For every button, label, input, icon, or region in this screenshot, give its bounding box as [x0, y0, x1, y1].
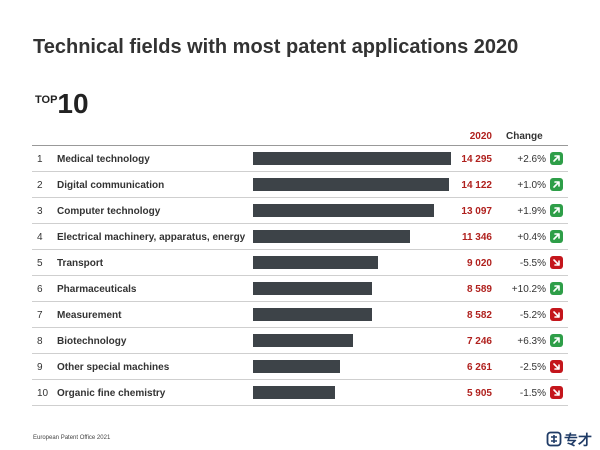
arrow-down-right-icon — [550, 360, 563, 373]
table-row: 9 Other special machines 6 261 -2.5% — [32, 354, 568, 380]
change-label: +1.0% — [517, 180, 546, 191]
top10-label: TOP10 — [35, 88, 89, 120]
row-rank: 3 — [37, 206, 43, 217]
bar-chart: 1 Medical technology 14 295 +2.6% 2 Digital c… — [32, 146, 568, 406]
value-label: 13 097 — [461, 206, 492, 217]
column-header-change: Change — [506, 131, 543, 142]
top-label-large: 10 — [57, 88, 89, 119]
row-rank: 4 — [37, 232, 43, 243]
category-label: Biotechnology — [57, 336, 127, 347]
bar — [253, 152, 451, 165]
arrow-up-right-icon — [550, 334, 563, 347]
row-rank: 10 — [37, 388, 49, 399]
row-rank: 7 — [37, 310, 43, 321]
table-row: 6 Pharmaceuticals 8 589 +10.2% — [32, 276, 568, 302]
table-row: 5 Transport 9 020 -5.5% — [32, 250, 568, 276]
bar — [253, 386, 335, 399]
arrow-up-right-icon — [550, 152, 563, 165]
value-label: 14 122 — [461, 180, 492, 191]
change-label: -5.2% — [519, 310, 546, 321]
row-rank: 2 — [37, 180, 43, 191]
table-row: 1 Medical technology 14 295 +2.6% — [32, 146, 568, 172]
row-rank: 1 — [37, 154, 43, 165]
value-label: 7 246 — [466, 336, 492, 347]
footer-source: European Patent Office 2021 — [33, 435, 111, 441]
category-label: Measurement — [57, 310, 122, 321]
header-divider — [32, 145, 568, 146]
category-label: Computer technology — [57, 206, 161, 217]
value-label: 8 582 — [466, 310, 492, 321]
logo-icon — [546, 431, 562, 447]
chart-title: Technical fields with most patent applic… — [33, 36, 519, 58]
arrow-up-right-icon — [550, 230, 563, 243]
bar — [253, 360, 340, 373]
column-header-year: 2020 — [469, 131, 492, 142]
change-label: -5.5% — [519, 258, 546, 269]
category-label: Transport — [57, 258, 104, 269]
category-label: Pharmaceuticals — [57, 284, 137, 295]
watermark-logo: 专才 — [546, 430, 592, 450]
value-label: 14 295 — [461, 154, 492, 165]
arrow-up-right-icon — [550, 204, 563, 217]
change-label: -1.5% — [519, 388, 546, 399]
bar — [253, 282, 372, 295]
bar — [253, 334, 353, 347]
change-label: +2.6% — [517, 154, 546, 165]
value-label: 6 261 — [466, 362, 492, 373]
value-label: 11 346 — [461, 232, 492, 243]
row-rank: 6 — [37, 284, 43, 295]
arrow-down-right-icon — [550, 386, 563, 399]
bar — [253, 308, 372, 321]
category-label: Organic fine chemistry — [57, 388, 166, 399]
row-rank: 9 — [37, 362, 43, 373]
top-label-small: TOP — [35, 94, 58, 106]
bar — [253, 204, 434, 217]
change-label: +1.9% — [517, 206, 546, 217]
bar — [253, 178, 449, 191]
arrow-down-right-icon — [550, 256, 563, 269]
category-label: Electrical machinery, apparatus, energy — [57, 232, 246, 243]
value-label: 5 905 — [466, 388, 492, 399]
category-label: Other special machines — [57, 362, 170, 373]
row-rank: 5 — [37, 258, 43, 269]
change-label: +0.4% — [517, 232, 546, 243]
table-row: 2 Digital communication 14 122 +1.0% — [32, 172, 568, 198]
arrow-down-right-icon — [550, 308, 563, 321]
value-label: 8 589 — [466, 284, 492, 295]
change-label: -2.5% — [519, 362, 546, 373]
table-row: 7 Measurement 8 582 -5.2% — [32, 302, 568, 328]
table-row: 10 Organic fine chemistry 5 905 -1.5% — [32, 380, 568, 406]
change-label: +10.2% — [511, 284, 546, 295]
table-row: 4 Electrical machinery, apparatus, energy… — [32, 224, 568, 250]
logo-text: 专才 — [564, 432, 592, 448]
arrow-up-right-icon — [550, 178, 563, 191]
table-row: 8 Biotechnology 7 246 +6.3% — [32, 328, 568, 354]
bar — [253, 256, 378, 269]
change-label: +6.3% — [517, 336, 546, 347]
bar — [253, 230, 410, 243]
arrow-up-right-icon — [550, 282, 563, 295]
table-row: 3 Computer technology 13 097 +1.9% — [32, 198, 568, 224]
value-label: 9 020 — [466, 258, 492, 269]
row-rank: 8 — [37, 336, 43, 347]
category-label: Digital communication — [57, 180, 165, 191]
category-label: Medical technology — [57, 154, 150, 165]
